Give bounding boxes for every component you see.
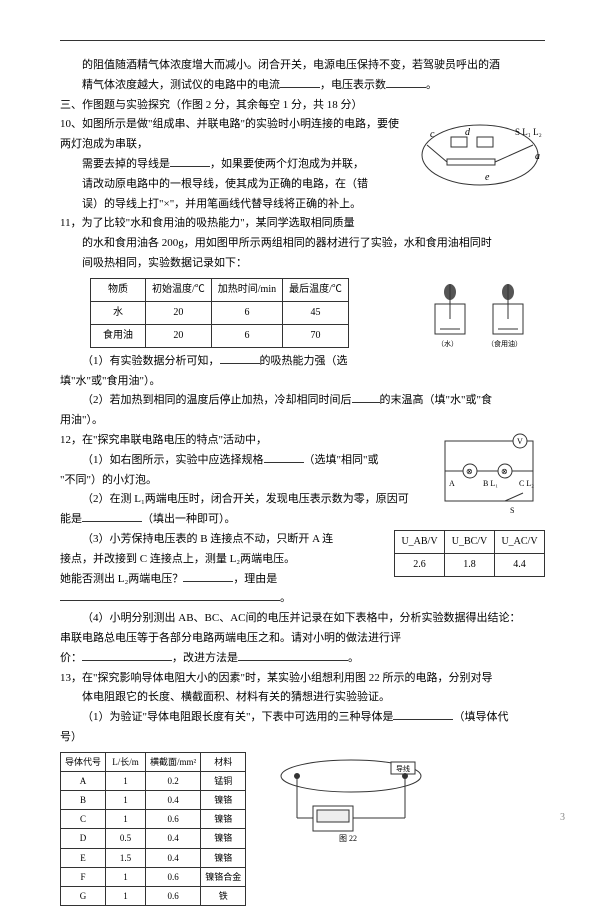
q13-l1: 13，在"探究影响导体电阻大小的因素"时，某实验小组想利用图 22 所示的电路，… xyxy=(60,669,545,689)
svg-text:A: A xyxy=(449,479,455,488)
section3-heading: 三、作图题与实验探究（作图 2 分，其余每空 1 分，共 18 分） xyxy=(60,96,545,116)
svg-text:（食用油）: （食用油） xyxy=(487,339,522,348)
svg-text:⊗: ⊗ xyxy=(466,467,473,476)
q13-l4: 号） xyxy=(60,728,545,748)
svg-text:（水）: （水） xyxy=(437,339,458,348)
svg-text:图 22: 图 22 xyxy=(339,834,357,843)
q13-l3: （1）为验证"导体电阻跟长度有关"，下表中可选用的三种导体是（填导体代 xyxy=(60,708,545,728)
q12-l12: 价：，改进方法是。 xyxy=(60,649,545,669)
circuit-diagram-q10: c d e a S L₁ L₂ xyxy=(415,115,545,195)
svg-text:⊗: ⊗ xyxy=(501,467,508,476)
q12-l10: （4）小明分别测出 AB、BC、AC间的电压并记录在如下表格中，分析实验数据得出… xyxy=(60,609,545,629)
svg-text:C L₂: C L₂ xyxy=(519,479,534,488)
top-rule xyxy=(60,40,545,41)
q13-table: 导体代号L/长/m横截面/mm²材料 A10.2锰铜 B10.4镍铬 C10.6… xyxy=(60,752,246,907)
q11-l6: （2）若加热到相同的温度后停止加热，冷却相同时间后的末温高（填"水"或"食 xyxy=(60,391,545,411)
intro-line2: 精气体浓度越大，测试仪的电路中的电流，电压表示数。 xyxy=(60,76,545,96)
svg-text:e: e xyxy=(485,172,490,183)
svg-text:B L₁: B L₁ xyxy=(483,479,498,488)
q11-l5: 填"水"或"食用油"）。 xyxy=(60,372,545,392)
svg-text:S L₁ L₂: S L₁ L₂ xyxy=(515,127,542,137)
q11-l1: 11，为了比较"水和食用油的吸热能力"，某同学选取相同质量 xyxy=(60,214,545,234)
q11-l7: 用油"）。 xyxy=(60,411,545,431)
q11-l2: 的水和食用油各 200g，用如图甲所示两组相同的器材进行了实验，水和食用油相同时 xyxy=(60,234,545,254)
svg-text:d: d xyxy=(465,127,471,138)
page-number: 3 xyxy=(560,809,565,827)
q13-l2: 体电阻跟它的长度、横截面积、材料有关的猜想进行实验验证。 xyxy=(60,688,545,708)
q11-l3: 间吸热相同，实验数据记录如下： xyxy=(60,254,545,274)
q10-l4: 误）的导线上打"×"，并用笔画线代替导线将正确的补上。 xyxy=(60,195,545,215)
q11-l4: （1）有实验数据分析可知，的吸热能力强（选 xyxy=(60,352,545,372)
svg-text:V: V xyxy=(517,437,523,446)
q12-l9: 。 xyxy=(60,589,545,609)
svg-text:c: c xyxy=(430,129,435,140)
q11-table: 物质初始温度/℃加热时间/min最后温度/℃ 水20645 食用油20670 xyxy=(90,278,349,348)
q12-table: U_AB/VU_BC/VU_AC/V 2.61.84.4 xyxy=(394,530,545,577)
circuit-diagram-q13: 导线 图 22 xyxy=(261,748,441,843)
svg-text:S: S xyxy=(510,506,514,515)
beaker-diagram-q11: （水） （食用油） xyxy=(425,274,545,349)
circuit-diagram-q12: V ⊗ ⊗ A B L₁ C L₂ S xyxy=(435,431,545,516)
svg-text:导线: 导线 xyxy=(396,764,410,773)
intro-line1: 的阻值随酒精气体浓度增大而减小。闭合开关，电源电压保持不变，若驾驶员呼出的酒 xyxy=(60,56,545,76)
svg-text:a: a xyxy=(535,151,540,162)
q12-l11: 串联电路总电压等于各部分电路两端电压之和。请对小明的做法进行评 xyxy=(60,629,545,649)
